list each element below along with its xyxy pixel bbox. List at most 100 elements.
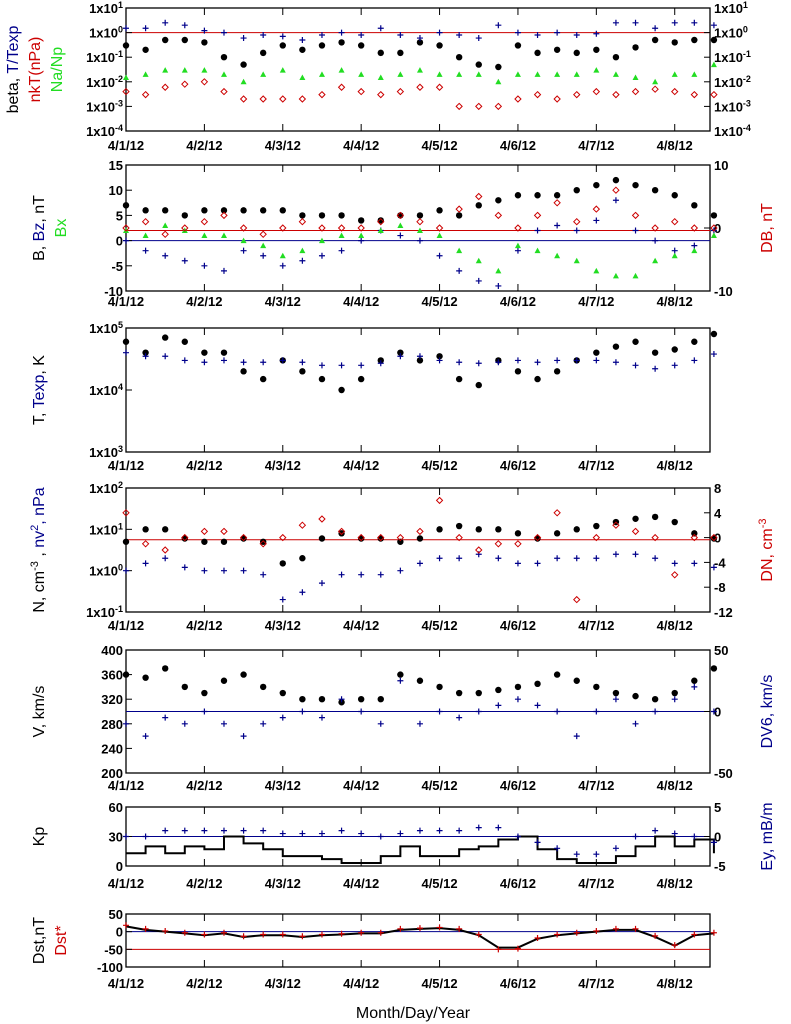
y-tick-label-left: -50: [104, 942, 123, 957]
data-point: [142, 353, 149, 360]
data-point: [573, 90, 581, 99]
y-axis-label-left-part: beta,: [5, 74, 22, 114]
y-axis-label-left2-part: Dst*: [53, 925, 70, 955]
data-point: [357, 375, 365, 383]
data-point: [495, 267, 502, 274]
data-point: [652, 365, 659, 372]
data-point: [691, 36, 698, 44]
data-point: [142, 674, 149, 681]
data-point: [671, 87, 679, 96]
x-tick-label: 4/7/12: [578, 976, 614, 991]
y-tick-label-left: -100: [97, 960, 123, 975]
data-point: [357, 224, 365, 232]
data-point: [162, 252, 169, 259]
y-tick-label-left: 1x101: [89, 0, 123, 16]
data-point: [475, 192, 483, 201]
data-point: [358, 929, 365, 936]
data-point: [416, 353, 423, 360]
y-tick-label-right: 4: [714, 506, 722, 521]
x-tick-label: 4/2/12: [186, 976, 222, 991]
data-point: [162, 19, 169, 26]
data-point: [377, 720, 384, 727]
data-point: [299, 368, 306, 375]
data-point: [436, 555, 443, 562]
data-point: [338, 212, 345, 219]
data-point: [279, 95, 287, 103]
data-point: [201, 67, 208, 73]
data-point: [220, 29, 227, 36]
data-point: [612, 696, 619, 703]
data-point: [162, 555, 169, 562]
data-point: [260, 242, 267, 249]
data-point: [612, 176, 620, 184]
data-point: [201, 232, 208, 239]
data-point: [181, 80, 189, 88]
data-point: [397, 677, 404, 684]
x-tick-label: 4/5/12: [421, 458, 457, 473]
data-point: [456, 267, 463, 274]
data-point: [181, 212, 188, 219]
data-point: [377, 571, 384, 578]
data-point: [475, 824, 482, 831]
data-point: [671, 560, 678, 567]
data-point: [632, 720, 639, 727]
data-point: [554, 708, 561, 715]
data-point: [593, 30, 600, 37]
data-point: [337, 224, 346, 232]
data-point: [338, 699, 345, 706]
x-tick-label: 4/1/12: [108, 138, 144, 153]
data-point: [632, 338, 639, 345]
y-axis-label-left-part: V, km/s: [31, 686, 48, 738]
data-point: [259, 538, 267, 545]
x-tick-label: 4/5/12: [421, 778, 457, 793]
x-tick-label: 4/6/12: [500, 138, 536, 153]
data-point: [397, 567, 404, 574]
y-axis-label-right-part: DN, cm: [759, 528, 776, 581]
y-axis-label-left2-part: nkT(nPa): [27, 37, 44, 103]
data-point: [475, 71, 482, 77]
x-tick-label: 4/5/12: [421, 138, 457, 153]
data-point: [338, 827, 345, 834]
data-point: [162, 67, 169, 73]
data-point: [299, 589, 306, 596]
data-point: [455, 522, 463, 530]
data-point: [161, 665, 169, 672]
y-tick-label-right: -12: [714, 605, 733, 620]
y-tick-label-left: 1x105: [89, 320, 123, 336]
data-point: [514, 368, 522, 375]
data-point: [495, 555, 502, 562]
data-point: [436, 683, 443, 691]
data-point: [142, 232, 149, 239]
data-point: [710, 564, 717, 571]
data-point: [142, 733, 149, 740]
data-point: [220, 211, 228, 220]
series-kp: [126, 835, 715, 865]
data-point: [220, 349, 228, 356]
data-point: [651, 36, 659, 44]
data-point: [299, 212, 306, 219]
data-point: [534, 935, 541, 942]
data-point: [416, 827, 423, 834]
data-point: [554, 222, 561, 229]
data-point: [318, 224, 326, 232]
data-point: [652, 827, 659, 834]
data-point: [318, 362, 325, 369]
data-point: [573, 555, 580, 562]
data-point: [671, 346, 678, 353]
data-point: [240, 567, 247, 574]
data-point: [416, 212, 424, 219]
data-point: [436, 232, 443, 239]
data-point: [142, 526, 149, 533]
data-point: [181, 257, 188, 264]
x-tick-label: 4/6/12: [500, 618, 536, 633]
data-point: [495, 686, 502, 694]
data-point: [455, 102, 463, 111]
data-point: [456, 555, 463, 562]
data-point: [671, 518, 678, 526]
data-point: [671, 362, 678, 369]
panel-5: 4/1/12 4/2/12 4/3/12 4/4/12 4/5/12 4/6/12 4/7/…: [31, 643, 776, 793]
data-point: [612, 90, 620, 99]
data-point: [475, 277, 482, 284]
data-point: [123, 74, 129, 80]
data-point: [397, 830, 404, 837]
